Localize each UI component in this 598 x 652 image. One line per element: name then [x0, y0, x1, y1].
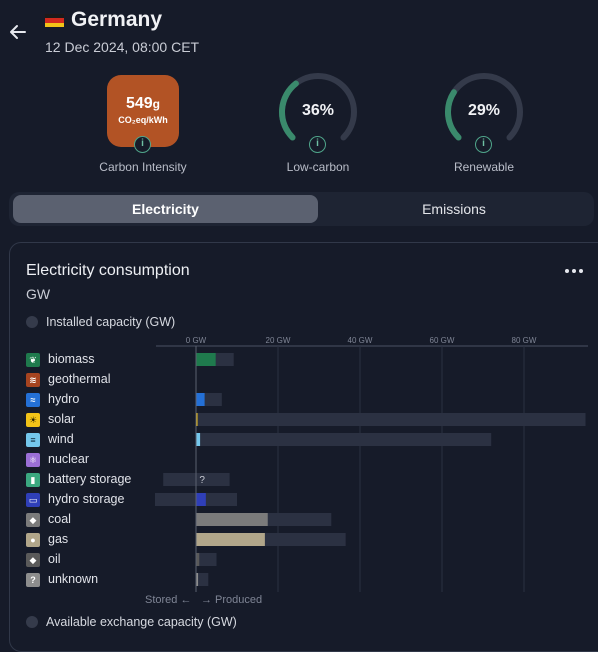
x-tick-label: 40 GW: [348, 336, 373, 345]
production-bar-oil: [196, 553, 200, 566]
low-carbon-gauge: [279, 73, 357, 141]
production-bar-unknown: [196, 573, 199, 586]
carbon-intensity-info-icon[interactable]: i: [134, 136, 151, 153]
source-label: solar: [48, 412, 76, 426]
panel-unit: GW: [26, 286, 51, 302]
sun-icon: ☀: [26, 413, 40, 427]
production-bar-gas: [196, 533, 265, 546]
installed-capacity-label: Installed capacity (GW): [46, 315, 176, 329]
header: Germany 12 Dec 2024, 08:00 CET: [0, 0, 598, 70]
datetime-label: 12 Dec 2024, 08:00 CET: [45, 39, 200, 55]
production-bar-coal: [196, 513, 268, 526]
production-bar-hydro: [196, 393, 205, 406]
x-tick-label: 80 GW: [512, 336, 537, 345]
source-label: unknown: [48, 572, 99, 586]
tab-electricity[interactable]: Electricity: [13, 195, 318, 223]
source-label: coal: [48, 512, 71, 526]
production-bar-solar: [196, 413, 198, 426]
source-label: geothermal: [48, 372, 111, 386]
gas-icon: ●: [26, 533, 40, 547]
battery-icon: ▮: [26, 473, 40, 487]
consumption-chart: 0 GW 20 GW 40 GW 60 GW 80 GW?: [155, 336, 588, 592]
produced-label: → Produced: [201, 594, 263, 606]
low-carbon-info-icon[interactable]: i: [309, 136, 326, 153]
low-carbon-label: Low-carbon: [286, 160, 350, 174]
source-label: hydro: [48, 392, 80, 406]
more-options-icon[interactable]: [564, 266, 586, 278]
water-waves-icon: ≈: [26, 393, 40, 407]
wind-icon: ≡: [26, 433, 40, 447]
x-tick-label: 60 GW: [430, 336, 455, 345]
panel-title: Electricity consumption: [26, 262, 190, 279]
battery-storage-unknown-marker: ?: [199, 475, 205, 486]
source-label: oil: [48, 552, 61, 566]
exchange-capacity-radio[interactable]: [26, 616, 38, 628]
leaf-icon: ❦: [26, 353, 40, 367]
carbon-intensity-box: 549g CO₂eq/kWh: [107, 75, 179, 147]
source-label: gas: [48, 532, 69, 546]
country-title: Germany: [71, 8, 163, 31]
exchange-capacity-label: Available exchange capacity (GW): [46, 615, 237, 629]
renewable-info-icon[interactable]: i: [475, 136, 492, 153]
capacity-bar-wind: [196, 433, 492, 446]
production-bar-wind: [196, 433, 201, 446]
renewable-value: 29%: [467, 102, 501, 119]
source-label: hydro storage: [48, 492, 125, 506]
renewable-gauge: [445, 73, 523, 141]
capacity-bar-oil: [196, 553, 217, 566]
x-tick-label: 0 GW: [186, 336, 207, 345]
carbon-intensity-label: Carbon Intensity: [99, 160, 187, 174]
storage-icon: ▭: [26, 493, 40, 507]
tab-bar: Electricity Emissions: [9, 192, 594, 226]
production-bar-hydro-storage: [196, 493, 206, 506]
production-bar-biomass: [196, 353, 216, 366]
flame-icon: ◆: [26, 513, 40, 527]
installed-capacity-radio[interactable]: [26, 316, 38, 328]
back-arrow-icon[interactable]: [8, 22, 28, 42]
heat-waves-icon: ≋: [26, 373, 40, 387]
capacity-bar-unknown: [196, 573, 209, 586]
renewable-label: Renewable: [453, 160, 515, 174]
germany-flag-icon: [45, 14, 64, 27]
tab-emissions[interactable]: Emissions: [422, 201, 486, 217]
carbon-intensity-unit: CO₂eq/kWh: [118, 115, 168, 125]
stored-label: Stored ←: [145, 594, 192, 606]
x-tick-label: 20 GW: [266, 336, 291, 345]
question-icon: ?: [26, 573, 40, 587]
source-label: biomass: [48, 352, 95, 366]
source-label: wind: [48, 432, 74, 446]
atom-icon: ⚛: [26, 453, 40, 467]
low-carbon-value: 36%: [301, 102, 335, 119]
source-label: battery storage: [48, 472, 132, 486]
source-label: nuclear: [48, 452, 89, 466]
carbon-intensity-value: 549g: [125, 95, 161, 112]
drop-icon: ◆: [26, 553, 40, 567]
capacity-bar-solar: [196, 413, 586, 426]
